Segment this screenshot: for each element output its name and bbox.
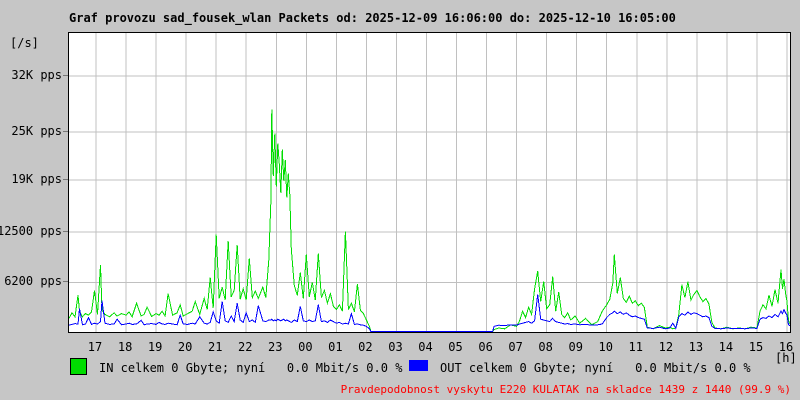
y-tick-label: 12500 pps: [0, 224, 62, 239]
x-tick-label: 02: [358, 340, 373, 354]
x-tick-label: 16: [778, 340, 794, 354]
legend-out-swatch: [409, 360, 428, 371]
x-tick-label: 20: [177, 340, 193, 354]
y-tick-label: 32K pps: [11, 68, 62, 83]
x-tick-label: 14: [718, 340, 734, 354]
y-axis-unit-label: [/s]: [10, 36, 39, 50]
plot-area: [68, 32, 791, 333]
x-tick-label: 06: [478, 340, 493, 354]
legend-out-label: OUT celkem 0 Gbyte; nyní 0.0 Mbit/s 0.0 …: [440, 361, 751, 375]
out-series-line: [69, 294, 790, 332]
y-tick-mark: [63, 131, 68, 133]
x-tick-label: 08: [538, 340, 553, 354]
x-tick-label: 11: [628, 340, 644, 354]
legend-in-label: IN celkem 0 Gbyte; nyní 0.0 Mbit/s 0.0 %: [99, 361, 403, 375]
availability-note: Pravdepodobnost vyskytu E220 KULATAK na …: [340, 383, 791, 396]
x-tick-label: 15: [748, 340, 764, 354]
x-tick-label: 05: [448, 340, 463, 354]
x-tick-label: 10: [598, 340, 613, 354]
y-tick-label: 25K pps: [11, 124, 62, 139]
x-tick-label: 07: [508, 340, 523, 354]
traffic-chart: [69, 33, 790, 332]
y-tick-mark: [63, 231, 68, 233]
y-tick-mark: [63, 179, 68, 181]
y-tick-mark: [63, 281, 68, 283]
x-tick-label: 21: [207, 340, 223, 354]
x-tick-label: 18: [117, 340, 133, 354]
x-tick-label: 23: [268, 340, 283, 354]
x-tick-label: 17: [87, 340, 103, 354]
y-axis-labels: 6200 pps 12500 pps 19K pps 25K pps 32K pps: [0, 0, 62, 340]
x-tick-label: 19: [147, 340, 163, 354]
graph-title: Graf provozu sad_fousek_wlan Packets od:…: [69, 11, 676, 25]
x-tick-label: 22: [238, 340, 253, 354]
legend-in-swatch: [70, 358, 87, 375]
y-tick-label: 19K pps: [11, 172, 62, 187]
y-tick-mark: [63, 75, 68, 77]
x-tick-label: 04: [418, 340, 433, 354]
x-axis-labels: 17 18 19 20 21 22 23 00 01 02 03 04 05 06 07 08 09 10 11 12…: [0, 340, 800, 354]
x-axis-unit-label: [h]: [775, 351, 797, 365]
x-tick-label: 03: [388, 340, 403, 354]
y-tick-label: 6200 pps: [4, 274, 62, 289]
x-tick-label: 01: [328, 340, 343, 354]
x-tick-label: 00: [298, 340, 313, 354]
x-tick-label: 09: [568, 340, 583, 354]
x-tick-label: 13: [688, 340, 704, 354]
x-tick-label: 12: [658, 340, 674, 354]
in-series-line: [69, 109, 790, 332]
